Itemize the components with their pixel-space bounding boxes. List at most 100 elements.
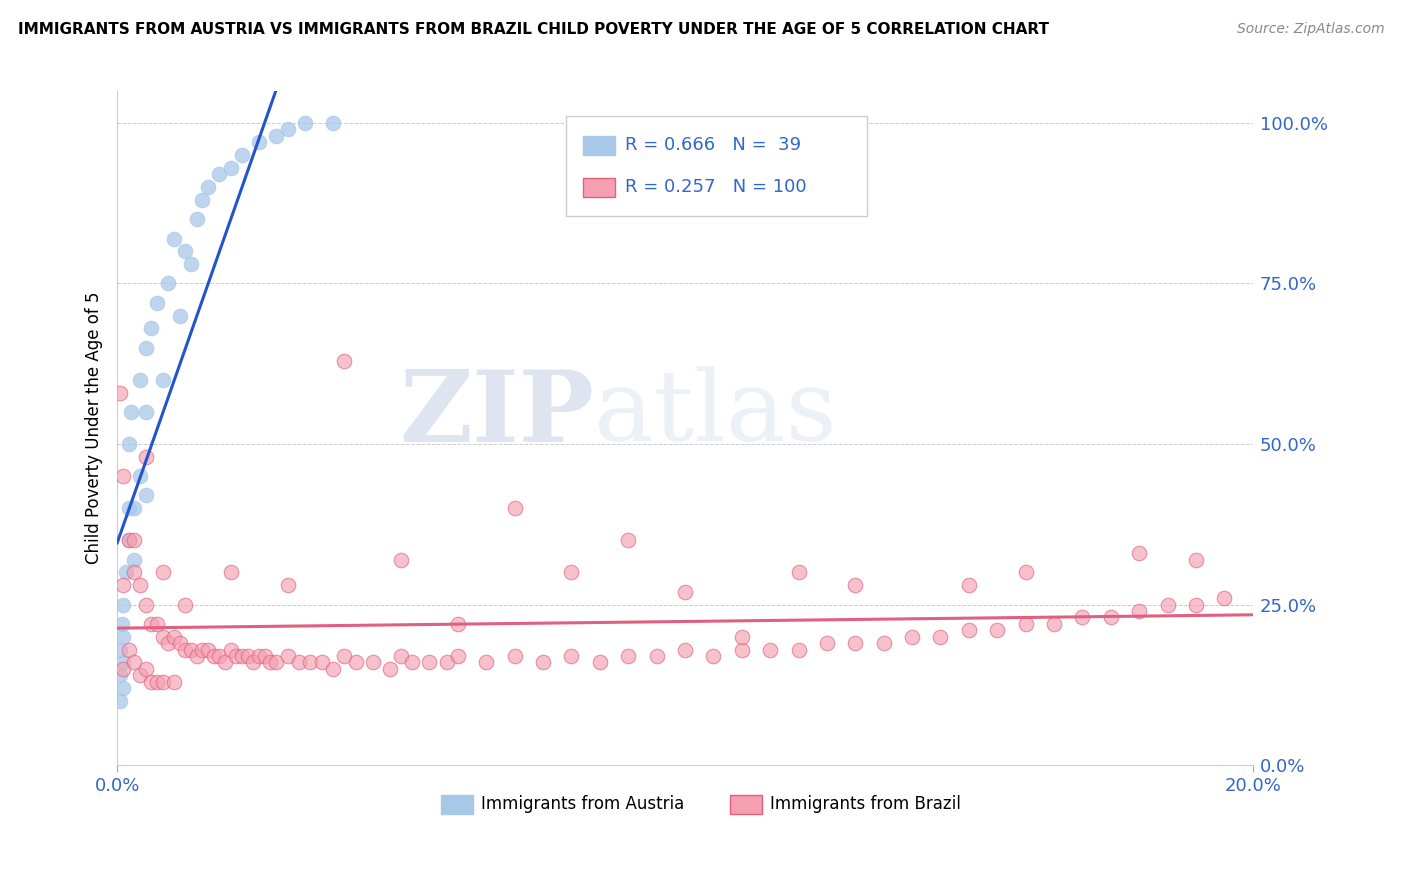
Point	[219, 161, 242, 175]
Text: ZIP: ZIP	[399, 366, 595, 463]
Point	[447, 648, 470, 663]
FancyBboxPatch shape	[582, 136, 614, 155]
Point	[531, 656, 554, 670]
Point	[873, 636, 896, 650]
Point	[1014, 566, 1036, 580]
Point	[277, 122, 299, 136]
Y-axis label: Child Poverty Under the Age of 5: Child Poverty Under the Age of 5	[86, 292, 103, 565]
Point	[152, 674, 174, 689]
Point	[436, 656, 458, 670]
Text: atlas: atlas	[595, 367, 837, 462]
Point	[180, 257, 202, 271]
Point	[152, 630, 174, 644]
Point	[122, 566, 145, 580]
Text: IMMIGRANTS FROM AUSTRIA VS IMMIGRANTS FROM BRAZIL CHILD POVERTY UNDER THE AGE OF: IMMIGRANTS FROM AUSTRIA VS IMMIGRANTS FR…	[18, 22, 1049, 37]
Point	[111, 469, 134, 483]
Point	[1213, 591, 1236, 606]
Point	[120, 405, 142, 419]
Point	[163, 674, 186, 689]
Point	[129, 668, 152, 682]
Point	[174, 642, 197, 657]
Point	[288, 656, 311, 670]
Point	[108, 668, 131, 682]
Point	[111, 681, 134, 695]
Point	[219, 642, 242, 657]
Point	[129, 469, 152, 483]
Point	[844, 578, 866, 592]
Point	[117, 501, 139, 516]
Point	[122, 533, 145, 548]
Point	[617, 533, 640, 548]
Point	[401, 656, 423, 670]
Point	[152, 566, 174, 580]
Point	[673, 642, 696, 657]
Point	[111, 578, 134, 592]
Point	[1099, 610, 1122, 624]
Text: R = 0.257   N = 100: R = 0.257 N = 100	[624, 178, 807, 196]
Point	[197, 642, 219, 657]
Point	[146, 616, 169, 631]
Point	[1043, 616, 1066, 631]
Point	[108, 694, 131, 708]
Text: Immigrants from Brazil: Immigrants from Brazil	[770, 795, 962, 814]
Point	[264, 128, 287, 143]
Point	[645, 648, 668, 663]
Point	[731, 630, 754, 644]
Point	[191, 642, 214, 657]
Point	[236, 648, 259, 663]
Point	[247, 135, 270, 149]
Point	[1014, 616, 1036, 631]
Point	[901, 630, 924, 644]
Point	[129, 578, 152, 592]
Point	[163, 630, 186, 644]
Text: R = 0.666   N =  39: R = 0.666 N = 39	[624, 136, 801, 154]
Point	[169, 309, 191, 323]
Point	[214, 656, 236, 670]
Point	[389, 648, 412, 663]
Point	[1185, 552, 1208, 566]
Point	[111, 656, 134, 670]
Point	[225, 648, 247, 663]
Point	[277, 648, 299, 663]
Point	[114, 566, 136, 580]
Point	[344, 656, 367, 670]
Point	[157, 277, 180, 291]
Point	[731, 642, 754, 657]
Point	[191, 193, 214, 207]
Point	[322, 662, 344, 676]
Point	[146, 674, 169, 689]
Point	[117, 437, 139, 451]
Point	[135, 341, 157, 355]
FancyBboxPatch shape	[565, 116, 866, 216]
Point	[589, 656, 612, 670]
Point	[157, 636, 180, 650]
Point	[787, 642, 810, 657]
Point	[560, 566, 582, 580]
Point	[986, 624, 1008, 638]
Point	[122, 656, 145, 670]
Point	[135, 405, 157, 419]
Point	[135, 598, 157, 612]
Point	[208, 648, 231, 663]
Point	[117, 642, 139, 657]
Point	[111, 630, 134, 644]
Point	[294, 116, 316, 130]
Point	[208, 167, 231, 181]
Point	[180, 642, 202, 657]
Point	[117, 533, 139, 548]
Point	[129, 373, 152, 387]
Point	[560, 648, 582, 663]
Point	[418, 656, 440, 670]
Point	[617, 648, 640, 663]
Text: Immigrants from Austria: Immigrants from Austria	[481, 795, 683, 814]
Point	[231, 648, 253, 663]
Point	[957, 624, 980, 638]
Point	[141, 321, 163, 335]
Point	[135, 662, 157, 676]
Point	[702, 648, 724, 663]
Point	[186, 648, 208, 663]
Point	[111, 616, 134, 631]
Point	[197, 180, 219, 194]
Point	[264, 656, 287, 670]
Point	[1156, 598, 1178, 612]
